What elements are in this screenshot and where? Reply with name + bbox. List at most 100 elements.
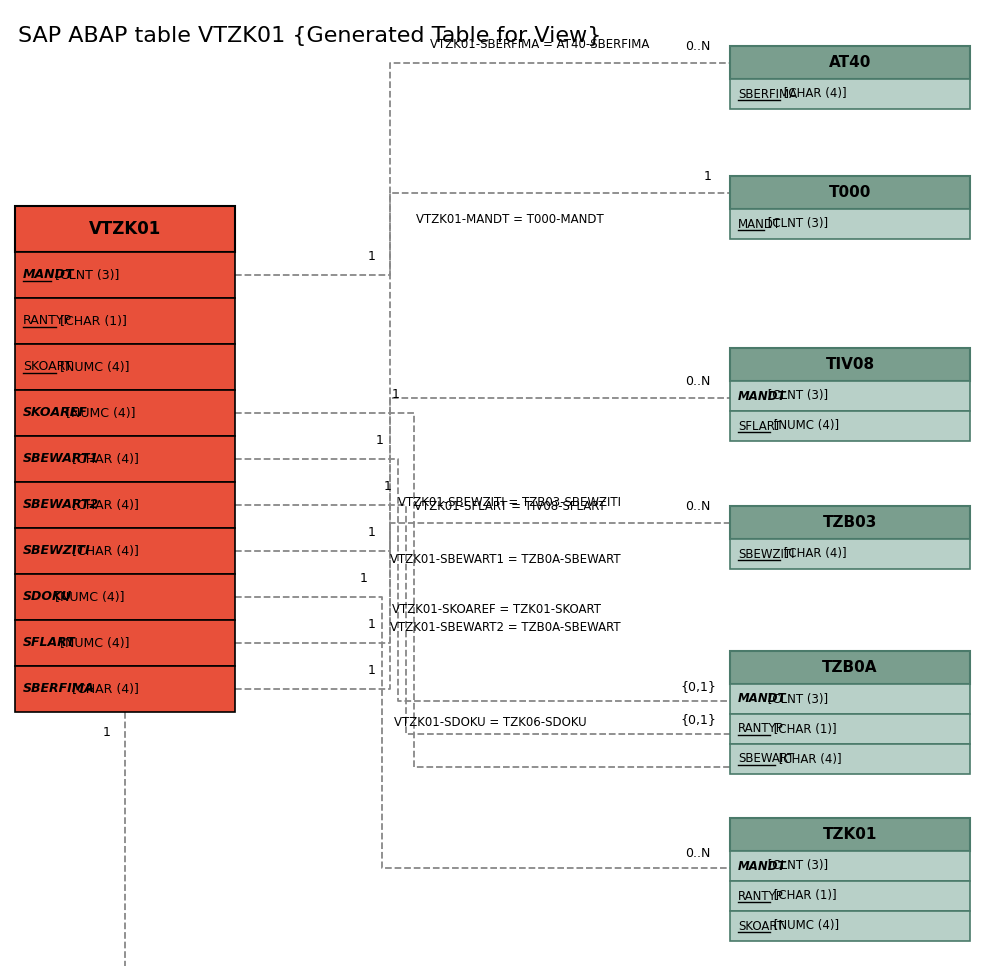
Bar <box>730 818 970 851</box>
Text: [CHAR (4)]: [CHAR (4)] <box>67 452 139 466</box>
Text: SBEWZITI: SBEWZITI <box>23 545 90 557</box>
Bar <box>730 348 970 381</box>
Text: 1: 1 <box>103 725 111 738</box>
Bar <box>15 436 235 482</box>
Text: [CLNT (3)]: [CLNT (3)] <box>51 269 119 281</box>
Bar <box>15 344 235 390</box>
Text: SKOAREF: SKOAREF <box>23 407 88 419</box>
Text: [CHAR (4)]: [CHAR (4)] <box>67 545 139 557</box>
Text: SKOART: SKOART <box>23 360 72 374</box>
Text: [CHAR (1)]: [CHAR (1)] <box>56 315 128 327</box>
Bar <box>15 574 235 620</box>
Text: SBERFIMA: SBERFIMA <box>738 88 797 100</box>
Text: VTZK01-SKOAREF = TZK01-SKOART: VTZK01-SKOAREF = TZK01-SKOART <box>392 603 602 616</box>
Text: 1: 1 <box>368 665 376 677</box>
Bar <box>15 666 235 712</box>
Text: 0..N: 0..N <box>686 375 711 388</box>
Bar <box>730 651 970 684</box>
Text: VTZK01-SBERFIMA = AT40-SBERFIMA: VTZK01-SBERFIMA = AT40-SBERFIMA <box>430 38 650 51</box>
Text: 1: 1 <box>360 573 368 585</box>
Text: SBEWZITI: SBEWZITI <box>738 548 795 560</box>
Text: MANDT: MANDT <box>738 860 787 872</box>
Text: MANDT: MANDT <box>23 269 74 281</box>
Text: SBEWART: SBEWART <box>738 753 795 765</box>
Text: [NUMC (4)]: [NUMC (4)] <box>770 419 838 433</box>
Bar <box>15 206 235 252</box>
Text: 0..N: 0..N <box>686 40 711 53</box>
Text: TZB03: TZB03 <box>823 515 877 530</box>
Text: VTZK01-SBEWART1 = TZB0A-SBEWART: VTZK01-SBEWART1 = TZB0A-SBEWART <box>389 554 620 566</box>
Text: 0..N: 0..N <box>686 500 711 513</box>
Text: [CHAR (4)]: [CHAR (4)] <box>780 548 846 560</box>
Text: 1: 1 <box>376 435 384 447</box>
Text: RANTYP: RANTYP <box>23 315 72 327</box>
Bar <box>730 506 970 539</box>
Text: TZB0A: TZB0A <box>823 660 878 675</box>
Text: SBEWART2: SBEWART2 <box>23 498 99 512</box>
Text: SAP ABAP table VTZK01 {Generated Table for View}: SAP ABAP table VTZK01 {Generated Table f… <box>18 26 602 46</box>
Text: [NUMC (4)]: [NUMC (4)] <box>51 590 125 604</box>
Bar <box>730 381 970 411</box>
Bar <box>730 714 970 744</box>
Text: SDOKU: SDOKU <box>23 590 72 604</box>
Text: [CHAR (4)]: [CHAR (4)] <box>67 498 139 512</box>
Text: [NUMC (4)]: [NUMC (4)] <box>62 407 136 419</box>
Text: SFLART: SFLART <box>738 419 781 433</box>
Text: TZK01: TZK01 <box>823 827 877 842</box>
Text: [CLNT (3)]: [CLNT (3)] <box>764 217 828 231</box>
Text: 1: 1 <box>704 170 712 183</box>
Text: [CHAR (1)]: [CHAR (1)] <box>770 723 836 735</box>
Text: T000: T000 <box>828 185 871 200</box>
Text: VTZK01-SBEWZITI = TZB03-SBEWZITI: VTZK01-SBEWZITI = TZB03-SBEWZITI <box>398 496 621 509</box>
Bar <box>730 911 970 941</box>
Text: MANDT: MANDT <box>738 217 781 231</box>
Text: 1: 1 <box>368 526 376 539</box>
Text: [NUMC (4)]: [NUMC (4)] <box>56 637 130 649</box>
Bar <box>15 298 235 344</box>
Bar <box>730 176 970 209</box>
Text: VTZK01-SBEWART2 = TZB0A-SBEWART: VTZK01-SBEWART2 = TZB0A-SBEWART <box>389 621 620 634</box>
Text: VTZK01: VTZK01 <box>89 220 162 238</box>
Text: MANDT: MANDT <box>738 693 787 705</box>
Bar <box>730 744 970 774</box>
Text: TIV08: TIV08 <box>826 357 875 372</box>
Bar <box>15 390 235 436</box>
Text: VTZK01-SDOKU = TZK06-SDOKU: VTZK01-SDOKU = TZK06-SDOKU <box>393 716 587 728</box>
Text: [CLNT (3)]: [CLNT (3)] <box>764 389 828 403</box>
Bar <box>730 209 970 239</box>
Text: [CHAR (4)]: [CHAR (4)] <box>775 753 841 765</box>
Text: SKOART: SKOART <box>738 920 784 932</box>
Text: VTZK01-MANDT = T000-MANDT: VTZK01-MANDT = T000-MANDT <box>416 213 604 226</box>
Bar <box>730 79 970 109</box>
Bar <box>730 851 970 881</box>
Text: VTZK01-SFLART = TIV08-SFLART: VTZK01-SFLART = TIV08-SFLART <box>414 499 606 513</box>
Text: [CHAR (4)]: [CHAR (4)] <box>780 88 846 100</box>
Text: AT40: AT40 <box>828 55 871 70</box>
Text: RANTYP: RANTYP <box>738 723 784 735</box>
Bar <box>15 252 235 298</box>
Bar <box>15 528 235 574</box>
Text: MANDT: MANDT <box>738 389 787 403</box>
Text: [NUMC (4)]: [NUMC (4)] <box>770 920 838 932</box>
Text: [CLNT (3)]: [CLNT (3)] <box>764 693 828 705</box>
Text: 1: 1 <box>368 618 376 632</box>
Text: SFLART: SFLART <box>23 637 75 649</box>
Bar <box>730 46 970 79</box>
Text: 0..N: 0..N <box>686 847 711 860</box>
Bar <box>730 411 970 441</box>
Text: SBERFIMA: SBERFIMA <box>23 683 95 696</box>
Text: RANTYP: RANTYP <box>738 890 784 902</box>
Bar <box>15 482 235 528</box>
Text: [NUMC (4)]: [NUMC (4)] <box>56 360 130 374</box>
Text: {0,1}: {0,1} <box>680 713 716 726</box>
Bar <box>730 539 970 569</box>
Text: [CHAR (4)]: [CHAR (4)] <box>67 683 139 696</box>
Bar <box>730 684 970 714</box>
Text: [CHAR (1)]: [CHAR (1)] <box>770 890 836 902</box>
Text: SBEWART1: SBEWART1 <box>23 452 99 466</box>
Text: 1: 1 <box>368 250 376 264</box>
Text: 1: 1 <box>385 480 391 494</box>
Text: {0,1}: {0,1} <box>680 680 716 693</box>
Text: 1: 1 <box>392 388 400 402</box>
Text: [CLNT (3)]: [CLNT (3)] <box>764 860 828 872</box>
